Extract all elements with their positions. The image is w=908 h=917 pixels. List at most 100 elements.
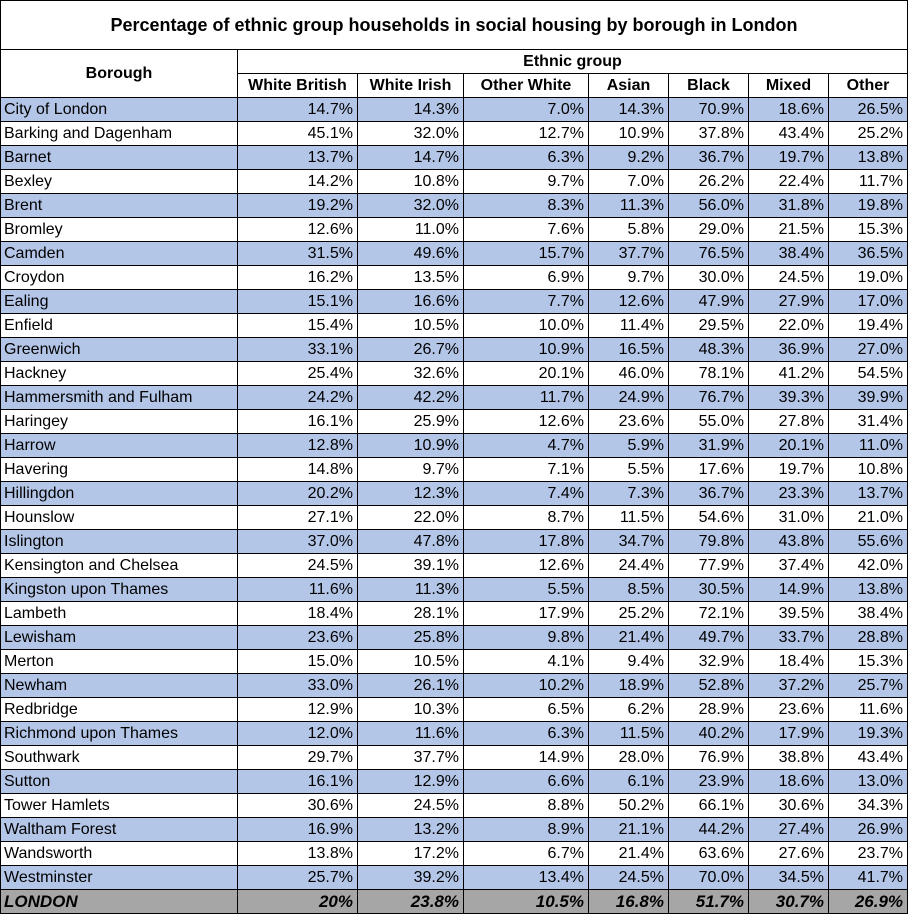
- percentage-cell: 12.8%: [237, 433, 358, 458]
- percentage-cell: 45.1%: [237, 121, 358, 146]
- column-header: Other: [827, 73, 908, 98]
- total-percentage-cell: 30.7%: [748, 889, 829, 914]
- percentage-cell: 31.9%: [668, 433, 749, 458]
- percentage-cell: 7.0%: [588, 169, 669, 194]
- percentage-cell: 30.5%: [668, 577, 749, 602]
- table-row: Enfield 15.4% 10.5% 10.0% 11.4% 29.5% 22.0% 19.…: [0, 313, 908, 338]
- borough-name: Kensington and Chelsea: [0, 553, 238, 578]
- percentage-cell: 23.6%: [748, 697, 829, 722]
- percentage-cell: 27.0%: [827, 337, 908, 362]
- percentage-cell: 26.5%: [827, 97, 908, 122]
- table-row: Wandsworth 13.8% 17.2% 6.7% 21.4% 63.6% 27.6% 2…: [0, 841, 908, 866]
- percentage-cell: 79.8%: [668, 529, 749, 554]
- borough-name: Richmond upon Thames: [0, 721, 238, 746]
- percentage-cell: 14.2%: [237, 169, 358, 194]
- percentage-cell: 19.8%: [827, 193, 908, 218]
- percentage-cell: 10.5%: [357, 313, 464, 338]
- table-row: Kingston upon Thames 11.6% 11.3% 5.5% 8.5% 30…: [0, 577, 908, 602]
- percentage-cell: 19.0%: [827, 265, 908, 290]
- table-row: Kensington and Chelsea 24.5% 39.1% 12.6% 24.…: [0, 553, 908, 578]
- percentage-cell: 6.1%: [588, 769, 669, 794]
- percentage-cell: 47.8%: [357, 529, 464, 554]
- percentage-cell: 8.5%: [588, 577, 669, 602]
- percentage-cell: 7.3%: [588, 481, 669, 506]
- percentage-cell: 37.7%: [588, 241, 669, 266]
- percentage-cell: 23.6%: [588, 409, 669, 434]
- percentage-cell: 12.6%: [463, 553, 589, 578]
- table-row: Lewisham 23.6% 25.8% 9.8% 21.4% 49.7% 33.7% 28.…: [0, 625, 908, 650]
- percentage-cell: 10.0%: [463, 313, 589, 338]
- percentage-cell: 36.9%: [748, 337, 829, 362]
- percentage-cell: 36.7%: [668, 481, 749, 506]
- borough-name: Croydon: [0, 265, 238, 290]
- borough-name: Enfield: [0, 313, 238, 338]
- table-title: Percentage of ethnic group households in…: [0, 0, 908, 50]
- percentage-cell: 7.1%: [463, 457, 589, 482]
- percentage-cell: 6.3%: [463, 145, 589, 170]
- borough-name: Westminster: [0, 865, 238, 890]
- percentage-cell: 20.1%: [463, 361, 589, 386]
- percentage-cell: 50.2%: [588, 793, 669, 818]
- percentage-cell: 76.5%: [668, 241, 749, 266]
- percentage-cell: 76.7%: [668, 385, 749, 410]
- table-row: Barnet 13.7% 14.7% 6.3% 9.2% 36.7% 19.7% 13.8%: [0, 145, 908, 170]
- percentage-cell: 15.3%: [827, 217, 908, 242]
- percentage-cell: 34.5%: [748, 865, 829, 890]
- column-header: Black: [668, 73, 749, 98]
- percentage-cell: 6.2%: [588, 697, 669, 722]
- percentage-cell: 39.5%: [748, 601, 829, 626]
- table-row: Southwark 29.7% 37.7% 14.9% 28.0% 76.9% 38.8% 4…: [0, 745, 908, 770]
- table-row: Tower Hamlets 30.6% 24.5% 8.8% 50.2% 66.1% 30.…: [0, 793, 908, 818]
- percentage-cell: 31.4%: [827, 409, 908, 434]
- percentage-cell: 13.7%: [827, 481, 908, 506]
- total-row: LONDON 20% 23.8% 10.5% 16.8% 51.7% 30.7% 26.9%: [0, 889, 908, 914]
- table-row: Haringey 16.1% 25.9% 12.6% 23.6% 55.0% 27.8% 31…: [0, 409, 908, 434]
- table-row: Lambeth 18.4% 28.1% 17.9% 25.2% 72.1% 39.5% 38.…: [0, 601, 908, 626]
- percentage-cell: 23.9%: [668, 769, 749, 794]
- borough-name: Barnet: [0, 145, 238, 170]
- percentage-cell: 22.4%: [748, 169, 829, 194]
- percentage-cell: 56.0%: [668, 193, 749, 218]
- table-row: Brent 19.2% 32.0% 8.3% 11.3% 56.0% 31.8% 19.8%: [0, 193, 908, 218]
- table-row: Hackney 25.4% 32.6% 20.1% 46.0% 78.1% 41.2% 54.…: [0, 361, 908, 386]
- percentage-cell: 46.0%: [588, 361, 669, 386]
- percentage-cell: 16.1%: [237, 409, 358, 434]
- percentage-cell: 38.4%: [748, 241, 829, 266]
- percentage-cell: 37.0%: [237, 529, 358, 554]
- percentage-cell: 70.9%: [668, 97, 749, 122]
- percentage-cell: 5.8%: [588, 217, 669, 242]
- percentage-cell: 11.3%: [357, 577, 464, 602]
- percentage-cell: 14.9%: [748, 577, 829, 602]
- percentage-cell: 33.1%: [237, 337, 358, 362]
- borough-name: Redbridge: [0, 697, 238, 722]
- table-row: Hammersmith and Fulham 24.2% 42.2% 11.7% 24.…: [0, 385, 908, 410]
- percentage-cell: 15.3%: [827, 649, 908, 674]
- percentage-cell: 14.3%: [357, 97, 464, 122]
- percentage-cell: 28.0%: [588, 745, 669, 770]
- percentage-cell: 25.9%: [357, 409, 464, 434]
- borough-name: Hounslow: [0, 505, 238, 530]
- total-percentage-cell: 51.7%: [668, 889, 749, 914]
- percentage-cell: 24.2%: [237, 385, 358, 410]
- percentage-cell: 44.2%: [668, 817, 749, 842]
- percentage-cell: 7.6%: [463, 217, 589, 242]
- percentage-cell: 22.0%: [357, 505, 464, 530]
- borough-name: Hackney: [0, 361, 238, 386]
- percentage-cell: 43.8%: [748, 529, 829, 554]
- percentage-cell: 11.3%: [588, 193, 669, 218]
- table-row: Redbridge 12.9% 10.3% 6.5% 6.2% 28.9% 23.6% 11.…: [0, 697, 908, 722]
- percentage-cell: 27.8%: [748, 409, 829, 434]
- percentage-cell: 17.9%: [463, 601, 589, 626]
- percentage-cell: 47.9%: [668, 289, 749, 314]
- borough-name: Haringey: [0, 409, 238, 434]
- percentage-cell: 37.8%: [668, 121, 749, 146]
- percentage-cell: 43.4%: [748, 121, 829, 146]
- percentage-cell: 8.9%: [463, 817, 589, 842]
- borough-name: Waltham Forest: [0, 817, 238, 842]
- percentage-cell: 10.9%: [357, 433, 464, 458]
- table-row: Greenwich 33.1% 26.7% 10.9% 16.5% 48.3% 36.9% 2…: [0, 337, 908, 362]
- percentage-cell: 63.6%: [668, 841, 749, 866]
- percentage-cell: 16.5%: [588, 337, 669, 362]
- table-row: Croydon 16.2% 13.5% 6.9% 9.7% 30.0% 24.5% 19.0%: [0, 265, 908, 290]
- percentage-cell: 18.6%: [748, 769, 829, 794]
